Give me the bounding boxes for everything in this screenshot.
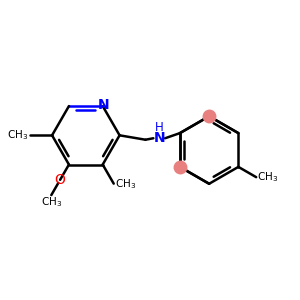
Text: O: O (55, 173, 66, 187)
Text: H: H (155, 122, 164, 134)
Text: CH$_3$: CH$_3$ (115, 177, 136, 190)
Text: CH$_3$: CH$_3$ (257, 170, 279, 184)
Text: N: N (98, 98, 110, 112)
Text: CH$_3$: CH$_3$ (41, 196, 62, 209)
Text: CH$_3$: CH$_3$ (8, 128, 29, 142)
Text: N: N (154, 131, 165, 145)
